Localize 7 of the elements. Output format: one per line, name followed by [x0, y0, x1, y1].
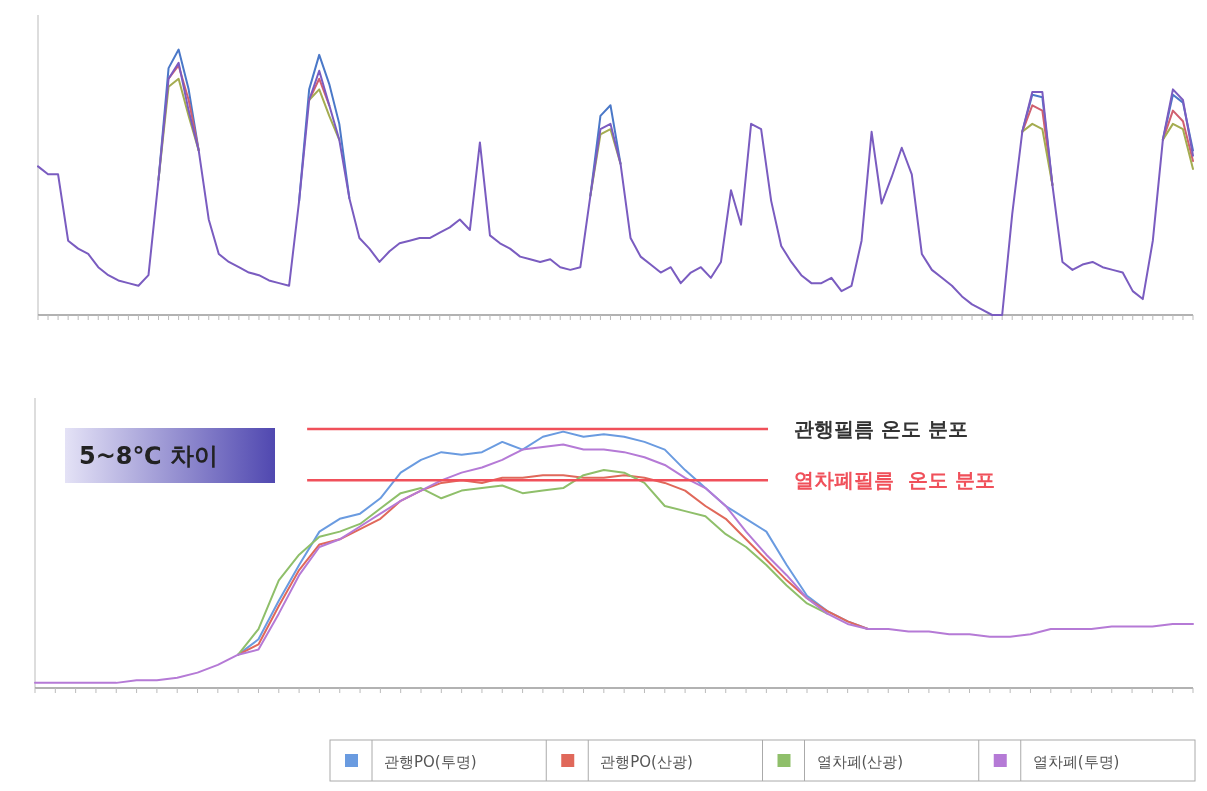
legend-label: 열차폐(산광) — [816, 753, 904, 771]
annotation: 5~8℃ 차이 — [79, 442, 218, 470]
ref-line-label: 관행필름 온도 분포 — [794, 417, 968, 442]
legend-label: 관행PO(투명) — [384, 753, 477, 771]
legend-label: 열차폐(투명) — [1032, 753, 1120, 771]
legend-label: 관행PO(산광) — [600, 753, 693, 771]
ref-line-label: 열차폐필름 온도 분포 — [794, 468, 995, 493]
